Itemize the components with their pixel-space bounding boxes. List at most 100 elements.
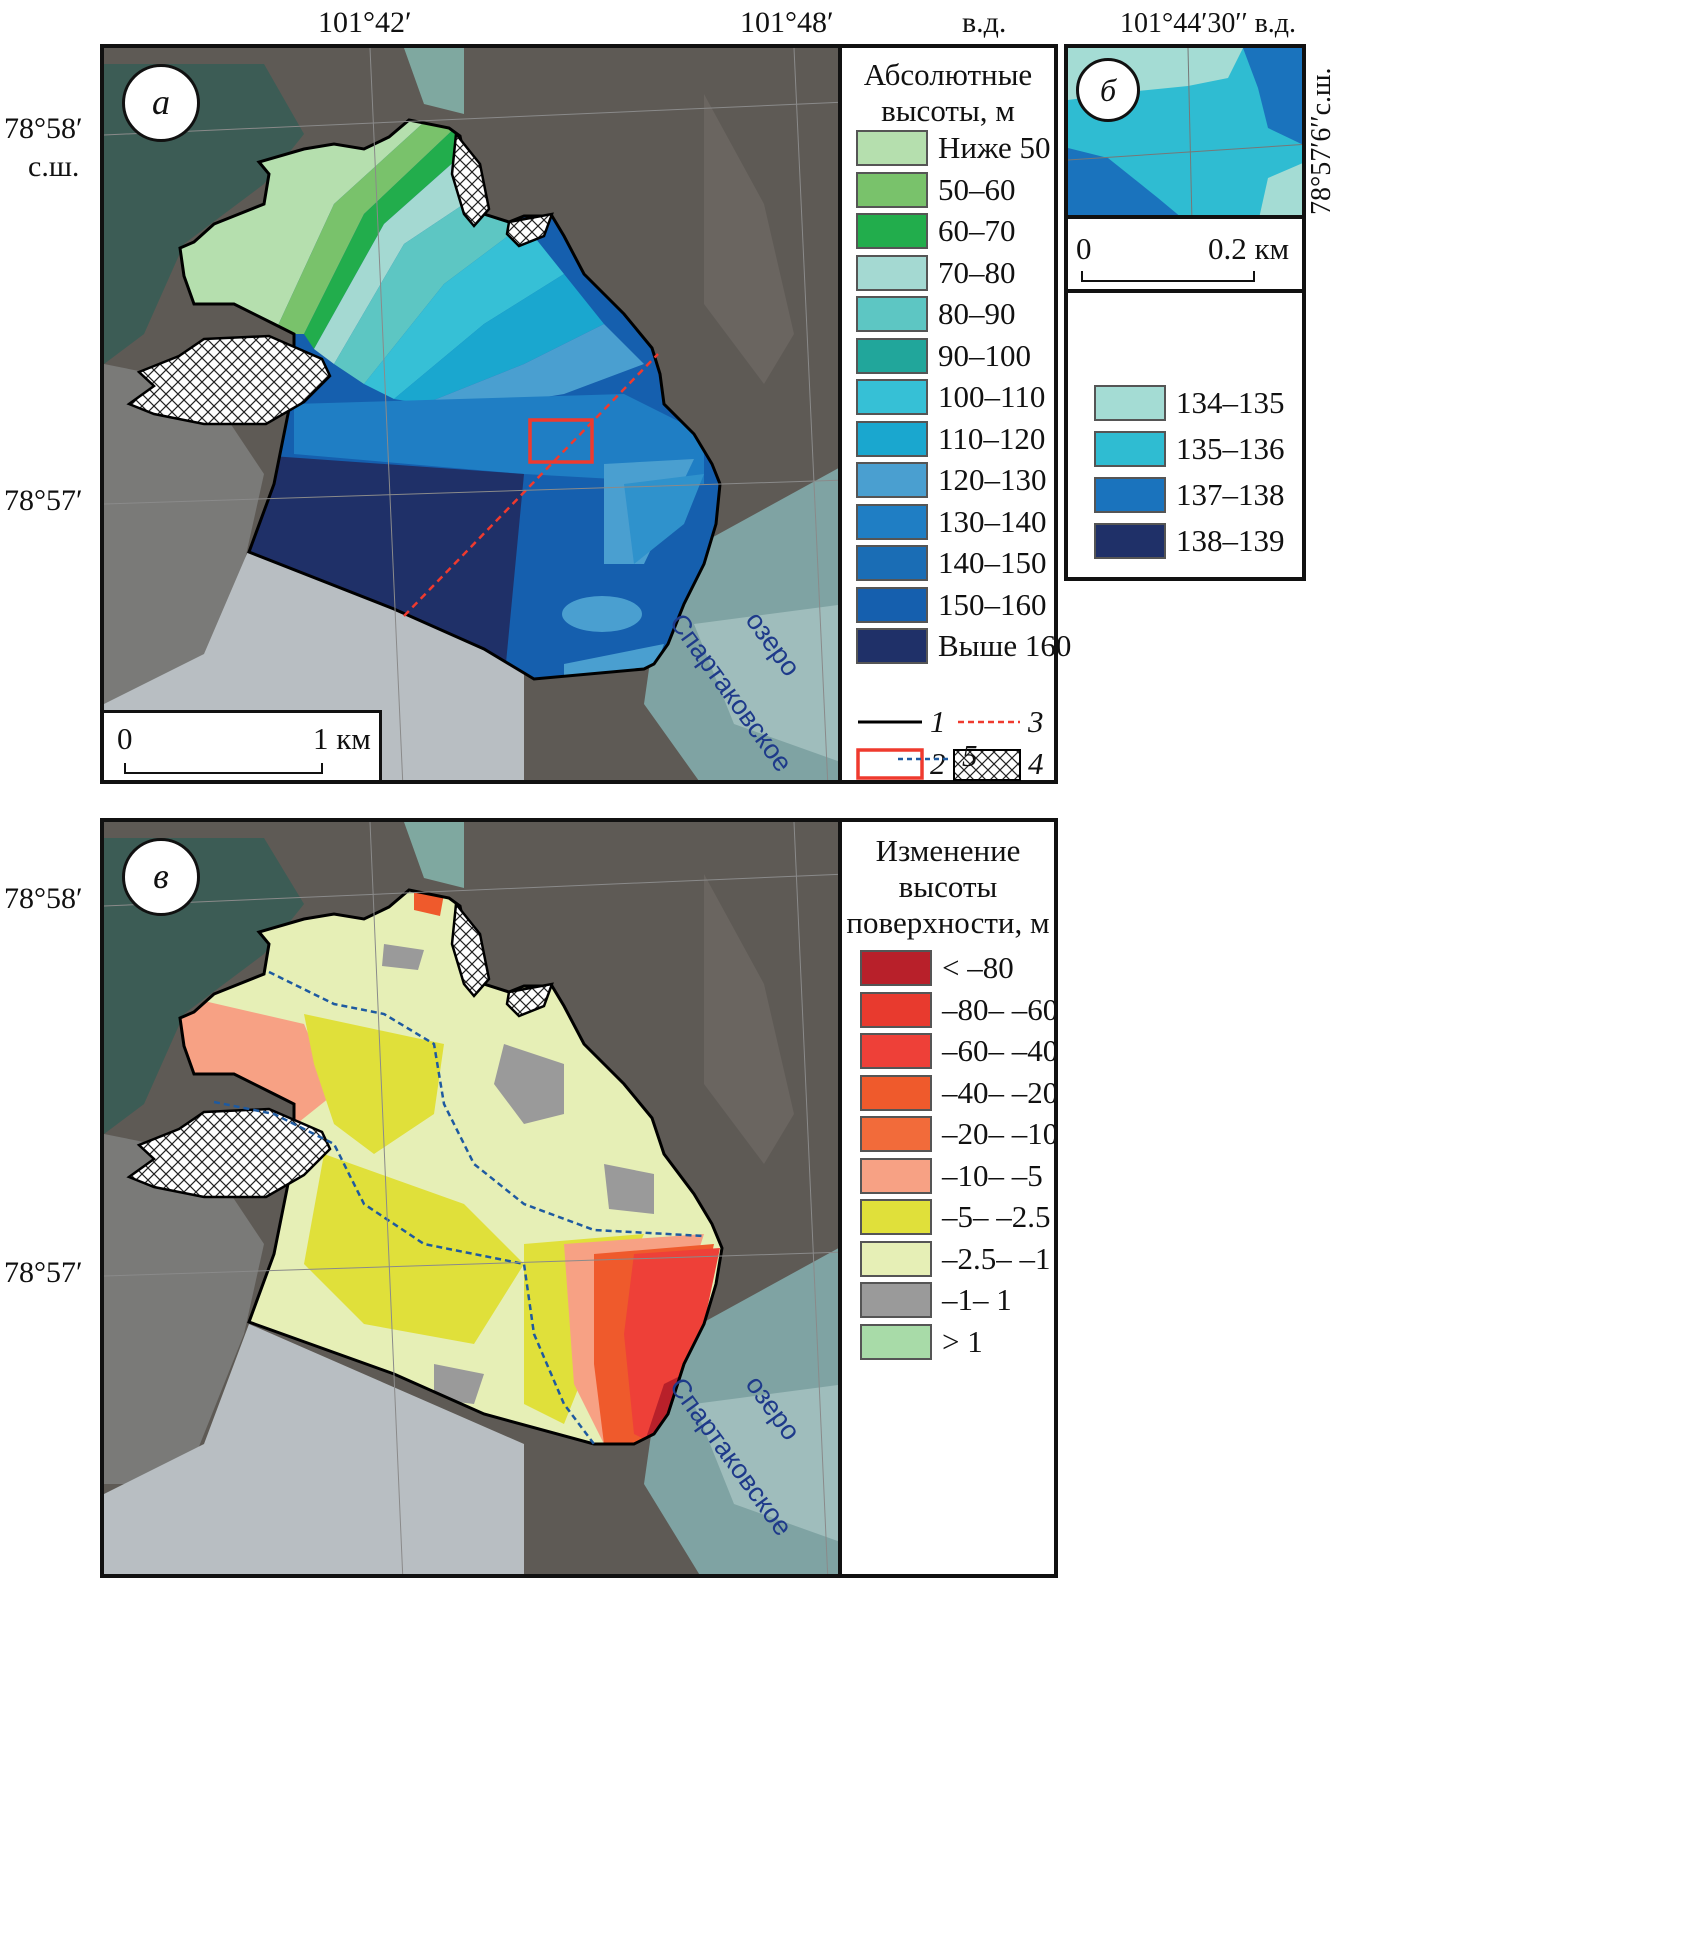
inset-lat-label: 78°57′6′′с.ш.	[1306, 67, 1337, 215]
legend-inset-label: 138–139	[1176, 523, 1285, 558]
legend-inset-row: 135–136	[1094, 429, 1285, 469]
legend-inset-row: 137–138	[1094, 475, 1285, 515]
legend-inset-label: 137–138	[1176, 477, 1285, 512]
legend-inset-label: 134–135	[1176, 385, 1285, 420]
legend-change-label: –2.5– –1	[942, 1240, 1051, 1276]
legend-change-swatch	[860, 1074, 932, 1111]
legend-change-swatch	[860, 1240, 932, 1277]
legend-elevation-row: Выше 160	[856, 626, 1071, 666]
lon-unit-label: в.д.	[962, 6, 1007, 39]
lat-label-78-58-v: 78°58′	[4, 882, 83, 915]
symbol-4-label: 4	[1028, 746, 1044, 781]
legend-elevation-swatch	[856, 171, 928, 208]
legend-elevation-row: 150–160	[856, 585, 1047, 625]
scale-a-zero: 0	[117, 721, 133, 756]
legend-inset-row: 134–135	[1094, 383, 1285, 423]
panel-v-letter: в	[122, 838, 200, 916]
legend-change-label: –80– –60	[942, 991, 1059, 1027]
symbol-5-label: 5	[962, 738, 978, 773]
panel-v-map-graphic	[104, 822, 838, 1574]
legend-elevation-row: 50–60	[856, 170, 1016, 210]
legend-elevation-swatch	[856, 462, 928, 498]
legend-inset-label: 135–136	[1176, 431, 1285, 466]
legend-change-row: –80– –60	[860, 990, 1058, 1030]
legend-change-swatch	[860, 950, 932, 986]
legend-elevation-swatch	[856, 254, 928, 291]
legend-change-row: < –80	[860, 948, 1014, 988]
legend-elevation-swatch	[856, 545, 928, 581]
legend-elevation-label: 130–140	[938, 503, 1047, 539]
legend-elevation-title-1: Абсолютные	[863, 57, 1033, 92]
legend-elevation-row: Ниже 50	[856, 128, 1051, 168]
legend-change-row: –2.5– –1	[860, 1239, 1051, 1279]
scale-a-line	[124, 763, 323, 774]
lat-label-78-57-v: 78°57′	[4, 1256, 83, 1289]
legend-elevation-swatch	[856, 379, 928, 415]
legend-change-swatch	[860, 1199, 932, 1235]
legend-elevation-label: 80–90	[938, 296, 1016, 331]
legend-change-row: –60– –40	[860, 1031, 1058, 1071]
legend-inset-swatch	[1094, 431, 1166, 467]
legend-change-swatch	[860, 1282, 932, 1318]
legend-elevation-label: 120–130	[938, 462, 1047, 497]
panel-b-inset-map: б	[1064, 44, 1306, 219]
panel-a-map: а озеро Спартаковское 0 1 км	[100, 44, 842, 784]
legend-change-row: –10– –5	[860, 1156, 1043, 1196]
panel-b-letter: б	[1076, 58, 1140, 122]
scale-bar-a: 0 1 км	[104, 710, 382, 780]
legend-change-swatch	[860, 1116, 932, 1152]
legend-change-title-1: Изменение	[875, 833, 1021, 868]
legend-change-label: –1– 1	[942, 1282, 1012, 1317]
legend-elevation-row: 80–90	[856, 294, 1016, 334]
inset-lon-label: 101°44′30′′ в.д.	[1120, 8, 1297, 39]
legend-change-row: –40– –20	[860, 1073, 1058, 1113]
legend-inset-swatch	[1094, 523, 1166, 559]
scale-b-end: 0.2 км	[1208, 231, 1290, 266]
legend-surface-change: Изменение высоты поверхности, м < –80 –80…	[838, 818, 1058, 1578]
legend-change-row: –20– –10	[860, 1114, 1058, 1154]
legend-elevation-title-2: высоты, м	[881, 93, 1015, 128]
legend-elevation-swatch	[856, 586, 928, 623]
legend-change-swatch	[860, 1323, 932, 1360]
legend-change-label: > 1	[942, 1323, 983, 1359]
legend-change-label: –40– –20	[942, 1074, 1059, 1110]
scale-b-zero: 0	[1076, 231, 1092, 266]
legend-change-label: –10– –5	[942, 1157, 1043, 1193]
legend-elevation-row: 130–140	[856, 502, 1047, 542]
legend-change-title-3: поверхности, м	[846, 905, 1050, 940]
legend-change-label: –20– –10	[942, 1116, 1059, 1151]
legend-elevation-swatch	[856, 503, 928, 540]
legend-change-row: –5– –2.5	[860, 1197, 1051, 1237]
legend-elevation-row: 100–110	[856, 377, 1045, 417]
symbol-3-label: 3	[1028, 704, 1044, 739]
panel-v-map: в озеро Спартаковское	[100, 818, 842, 1578]
legend-elevation-label: 70–80	[938, 254, 1016, 290]
legend-elevation-swatch	[856, 628, 928, 664]
symbol-1-label: 1	[930, 704, 946, 739]
legend-elevation-row: 60–70	[856, 211, 1016, 251]
legend-change-title-2: высоты	[898, 869, 998, 904]
legend-elevation-row: 90–100	[856, 336, 1031, 376]
legend-elevation-row: 120–130	[856, 460, 1047, 500]
legend-change-label: < –80	[942, 950, 1014, 985]
legend-change-row: > 1	[860, 1322, 983, 1362]
legend-inset-row: 138–139	[1094, 521, 1285, 561]
legend-elevation-label: 150–160	[938, 586, 1047, 622]
legend-inset-swatch	[1094, 477, 1166, 513]
symbol-5-line	[898, 757, 952, 761]
legend-elevation-label: 100–110	[938, 379, 1046, 414]
legend-elevation-row: 140–150	[856, 543, 1047, 583]
legend-change-swatch	[860, 1157, 932, 1194]
legend-elevation-label: 140–150	[938, 545, 1047, 580]
lon-label-101-42: 101°42′	[318, 6, 412, 39]
symbol-2-frame	[856, 748, 924, 780]
lat-label-78-58-a: 78°58′	[4, 112, 83, 145]
legend-change-row: –1– 1	[860, 1280, 1012, 1320]
legend-elevation-row: 70–80	[856, 253, 1016, 293]
legend-change-label: –5– –2.5	[942, 1199, 1051, 1234]
legend-change-swatch	[860, 1033, 932, 1069]
lat-unit-label: с.ш.	[28, 150, 80, 183]
panel-a-map-graphic	[104, 48, 838, 780]
legend-inset-swatch	[1094, 385, 1166, 421]
legend-change-label: –60– –40	[942, 1033, 1059, 1068]
